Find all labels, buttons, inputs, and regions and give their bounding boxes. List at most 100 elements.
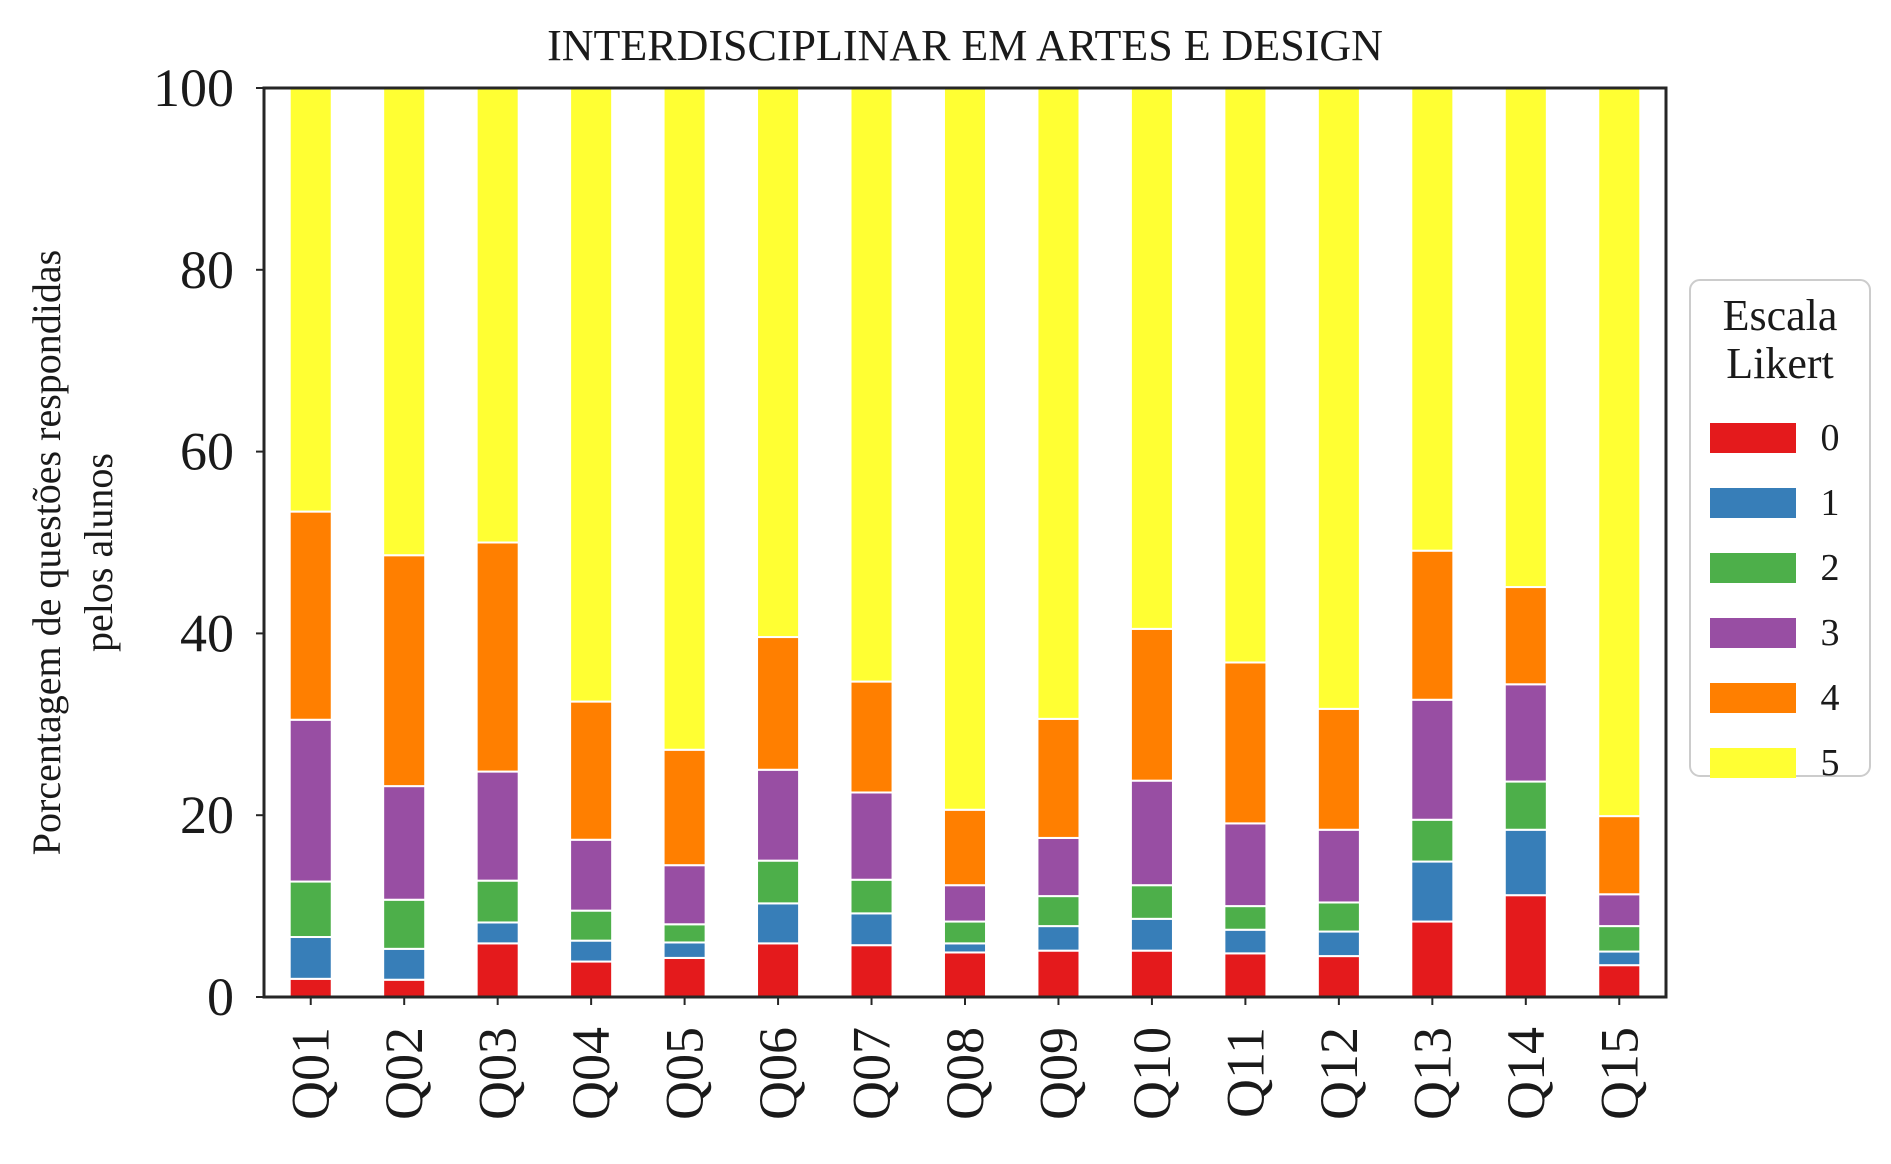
legend-label-4: 4 xyxy=(1821,677,1840,719)
bar-q09-likert-0 xyxy=(1036,949,1081,999)
y-tick-label: 40 xyxy=(180,603,234,663)
x-tick-label-q02: Q02 xyxy=(374,1027,434,1120)
bar-q10-likert-2 xyxy=(1129,884,1174,920)
bar-q14-likert-0 xyxy=(1503,894,1548,998)
bar-q02-likert-1 xyxy=(382,947,427,981)
bar-q11-likert-5 xyxy=(1223,87,1268,664)
bar-q12-likert-0 xyxy=(1316,955,1361,998)
bar-q13-likert-2 xyxy=(1410,818,1455,863)
legend-swatch-1 xyxy=(1710,488,1796,518)
legend-label-3: 3 xyxy=(1821,612,1840,654)
bar-q14-likert-3 xyxy=(1503,683,1548,783)
bar-q01-likert-2 xyxy=(288,880,333,939)
bar-q08-likert-1 xyxy=(942,942,988,954)
legend-label-5: 5 xyxy=(1821,742,1840,784)
bar-q12-likert-3 xyxy=(1316,828,1361,904)
legend-label-2: 2 xyxy=(1821,547,1840,589)
y-tick-label: 20 xyxy=(180,785,234,845)
chart-title: INTERDISCIPLINAR EM ARTES E DESIGN xyxy=(547,21,1383,70)
bar-q05-likert-3 xyxy=(662,864,707,926)
bar-q10-likert-0 xyxy=(1129,949,1174,999)
bar-q09-likert-4 xyxy=(1036,717,1081,839)
x-tick-label-q05: Q05 xyxy=(655,1027,715,1120)
x-tick-label-q09: Q09 xyxy=(1029,1027,1089,1120)
bar-q01-likert-3 xyxy=(288,718,333,883)
bar-q09-likert-2 xyxy=(1036,895,1081,928)
bar-q13-likert-0 xyxy=(1410,920,1455,998)
bar-q03-likert-3 xyxy=(475,770,520,882)
bar-q06-likert-5 xyxy=(756,87,801,639)
bar-q05-likert-5 xyxy=(662,87,707,751)
y-tick-label: 60 xyxy=(180,422,234,482)
bar-q02-likert-3 xyxy=(382,785,427,901)
bar-q01-likert-1 xyxy=(288,936,333,980)
bar-q05-likert-2 xyxy=(662,923,707,944)
bar-q12-likert-2 xyxy=(1316,901,1361,933)
bar-q07-likert-4 xyxy=(849,680,894,794)
bar-q08-likert-4 xyxy=(942,808,988,887)
bar-q10-likert-1 xyxy=(1129,917,1174,952)
bar-q11-likert-4 xyxy=(1223,661,1268,825)
bar-q07-likert-3 xyxy=(849,791,894,881)
bar-q11-likert-2 xyxy=(1223,905,1268,931)
legend-swatch-3 xyxy=(1710,618,1796,648)
bar-q04-likert-3 xyxy=(569,838,614,912)
legend-title: Escala xyxy=(1723,291,1838,340)
bar-q09-likert-1 xyxy=(1036,925,1081,952)
bar-q07-likert-1 xyxy=(849,912,894,947)
legend-swatch-5 xyxy=(1710,748,1796,778)
bar-q03-likert-5 xyxy=(475,87,520,544)
bar-q04-likert-2 xyxy=(569,909,614,942)
x-tick-label-q08: Q08 xyxy=(935,1027,995,1120)
bar-q03-likert-0 xyxy=(475,942,520,998)
bar-q06-likert-4 xyxy=(756,636,801,771)
bar-q01-likert-4 xyxy=(288,510,333,721)
bar-q04-likert-5 xyxy=(569,87,614,703)
bar-q14-likert-5 xyxy=(1503,87,1548,589)
legend-label-0: 0 xyxy=(1821,417,1840,459)
x-tick-label-q12: Q12 xyxy=(1309,1027,1369,1120)
bar-q07-likert-2 xyxy=(849,878,894,915)
bar-q04-likert-0 xyxy=(569,960,614,998)
bar-q08-likert-5 xyxy=(942,87,988,811)
x-tick-label-q11: Q11 xyxy=(1215,1027,1275,1118)
bar-q02-likert-2 xyxy=(382,898,427,950)
x-tick-label-q15: Q15 xyxy=(1589,1027,1649,1120)
bar-q06-likert-2 xyxy=(756,859,801,905)
bar-q01-likert-5 xyxy=(288,87,333,513)
x-tick-label-q06: Q06 xyxy=(748,1027,808,1120)
bar-q06-likert-0 xyxy=(756,942,801,998)
bar-q03-likert-2 xyxy=(475,879,520,924)
bar-q11-likert-0 xyxy=(1223,952,1268,998)
bar-q10-likert-4 xyxy=(1129,627,1174,782)
bar-q10-likert-3 xyxy=(1129,779,1174,887)
bar-q06-likert-3 xyxy=(756,768,801,862)
bar-q15-likert-4 xyxy=(1597,815,1642,896)
bar-q14-likert-4 xyxy=(1503,586,1548,686)
bar-q15-likert-5 xyxy=(1597,87,1642,818)
legend-title: Likert xyxy=(1726,339,1834,388)
bar-q05-likert-1 xyxy=(662,941,707,959)
bar-q02-likert-0 xyxy=(382,978,427,998)
bar-q13-likert-5 xyxy=(1410,87,1455,552)
bar-q12-likert-1 xyxy=(1316,930,1361,958)
legend-swatch-2 xyxy=(1710,553,1796,583)
bar-q15-likert-3 xyxy=(1597,893,1642,928)
bar-q08-likert-2 xyxy=(942,920,988,945)
bar-q09-likert-3 xyxy=(1036,836,1081,898)
bar-q02-likert-4 xyxy=(382,554,427,788)
x-tick-label-q10: Q10 xyxy=(1122,1027,1182,1120)
bar-q12-likert-4 xyxy=(1316,707,1361,831)
y-tick-label: 80 xyxy=(180,240,234,300)
legend-label-1: 1 xyxy=(1821,482,1840,524)
x-tick-label-q01: Q01 xyxy=(281,1027,341,1120)
y-tick-label: 100 xyxy=(153,58,234,118)
y-axis-label: Porcentagem de questões respondidas pelos… xyxy=(24,250,121,855)
bar-q08-likert-3 xyxy=(942,884,988,923)
bar-q06-likert-1 xyxy=(756,902,801,945)
bar-q15-likert-1 xyxy=(1597,950,1642,967)
bar-q07-likert-5 xyxy=(849,87,894,683)
x-tick-label-q13: Q13 xyxy=(1402,1027,1462,1120)
